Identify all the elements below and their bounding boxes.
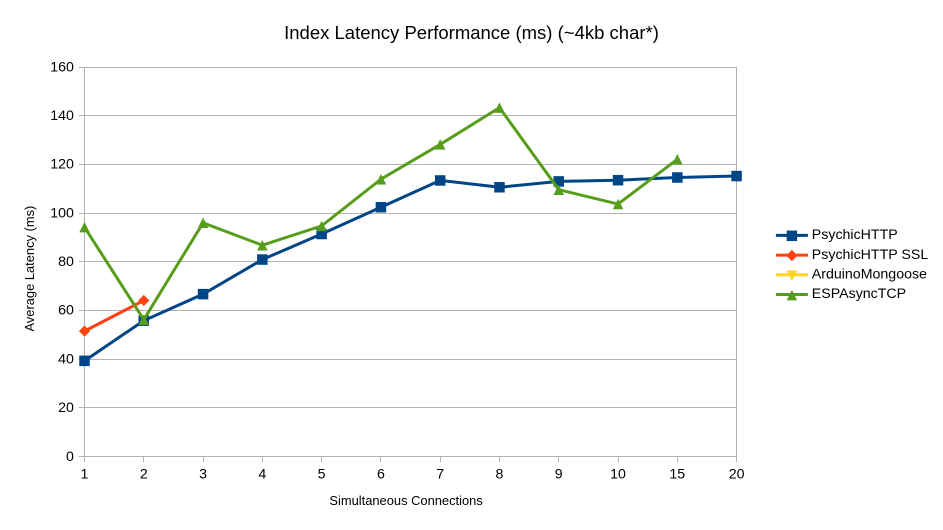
svg-text:100: 100 [50,205,74,221]
svg-text:1: 1 [81,467,89,483]
svg-text:20: 20 [729,467,745,483]
svg-text:120: 120 [50,157,74,173]
svg-text:20: 20 [58,400,74,416]
svg-text:140: 140 [50,108,74,124]
svg-text:80: 80 [58,254,74,270]
svg-text:ESPAsyncTCP: ESPAsyncTCP [812,286,906,302]
svg-text:5: 5 [318,467,326,483]
svg-text:2: 2 [140,467,148,483]
svg-text:4: 4 [258,467,266,483]
svg-text:PsychicHTTP: PsychicHTTP [812,227,898,243]
svg-text:160: 160 [50,59,74,75]
svg-text:0: 0 [66,449,74,465]
svg-text:7: 7 [436,467,444,483]
svg-text:60: 60 [58,303,74,319]
svg-text:6: 6 [377,467,385,483]
svg-text:PsychicHTTP SSL: PsychicHTTP SSL [812,247,929,263]
svg-text:9: 9 [555,467,563,483]
svg-text:Average Latency (ms): Average Latency (ms) [22,206,37,332]
svg-text:3: 3 [199,467,207,483]
svg-text:ArduinoMongoose: ArduinoMongoose [812,267,927,283]
svg-text:Index Latency Performance (ms): Index Latency Performance (ms) (~4kb cha… [284,22,659,43]
svg-text:Simultaneous Connections: Simultaneous Connections [329,493,482,508]
svg-text:8: 8 [496,467,504,483]
svg-text:10: 10 [610,467,626,483]
svg-text:15: 15 [669,467,685,483]
svg-text:40: 40 [58,351,74,367]
